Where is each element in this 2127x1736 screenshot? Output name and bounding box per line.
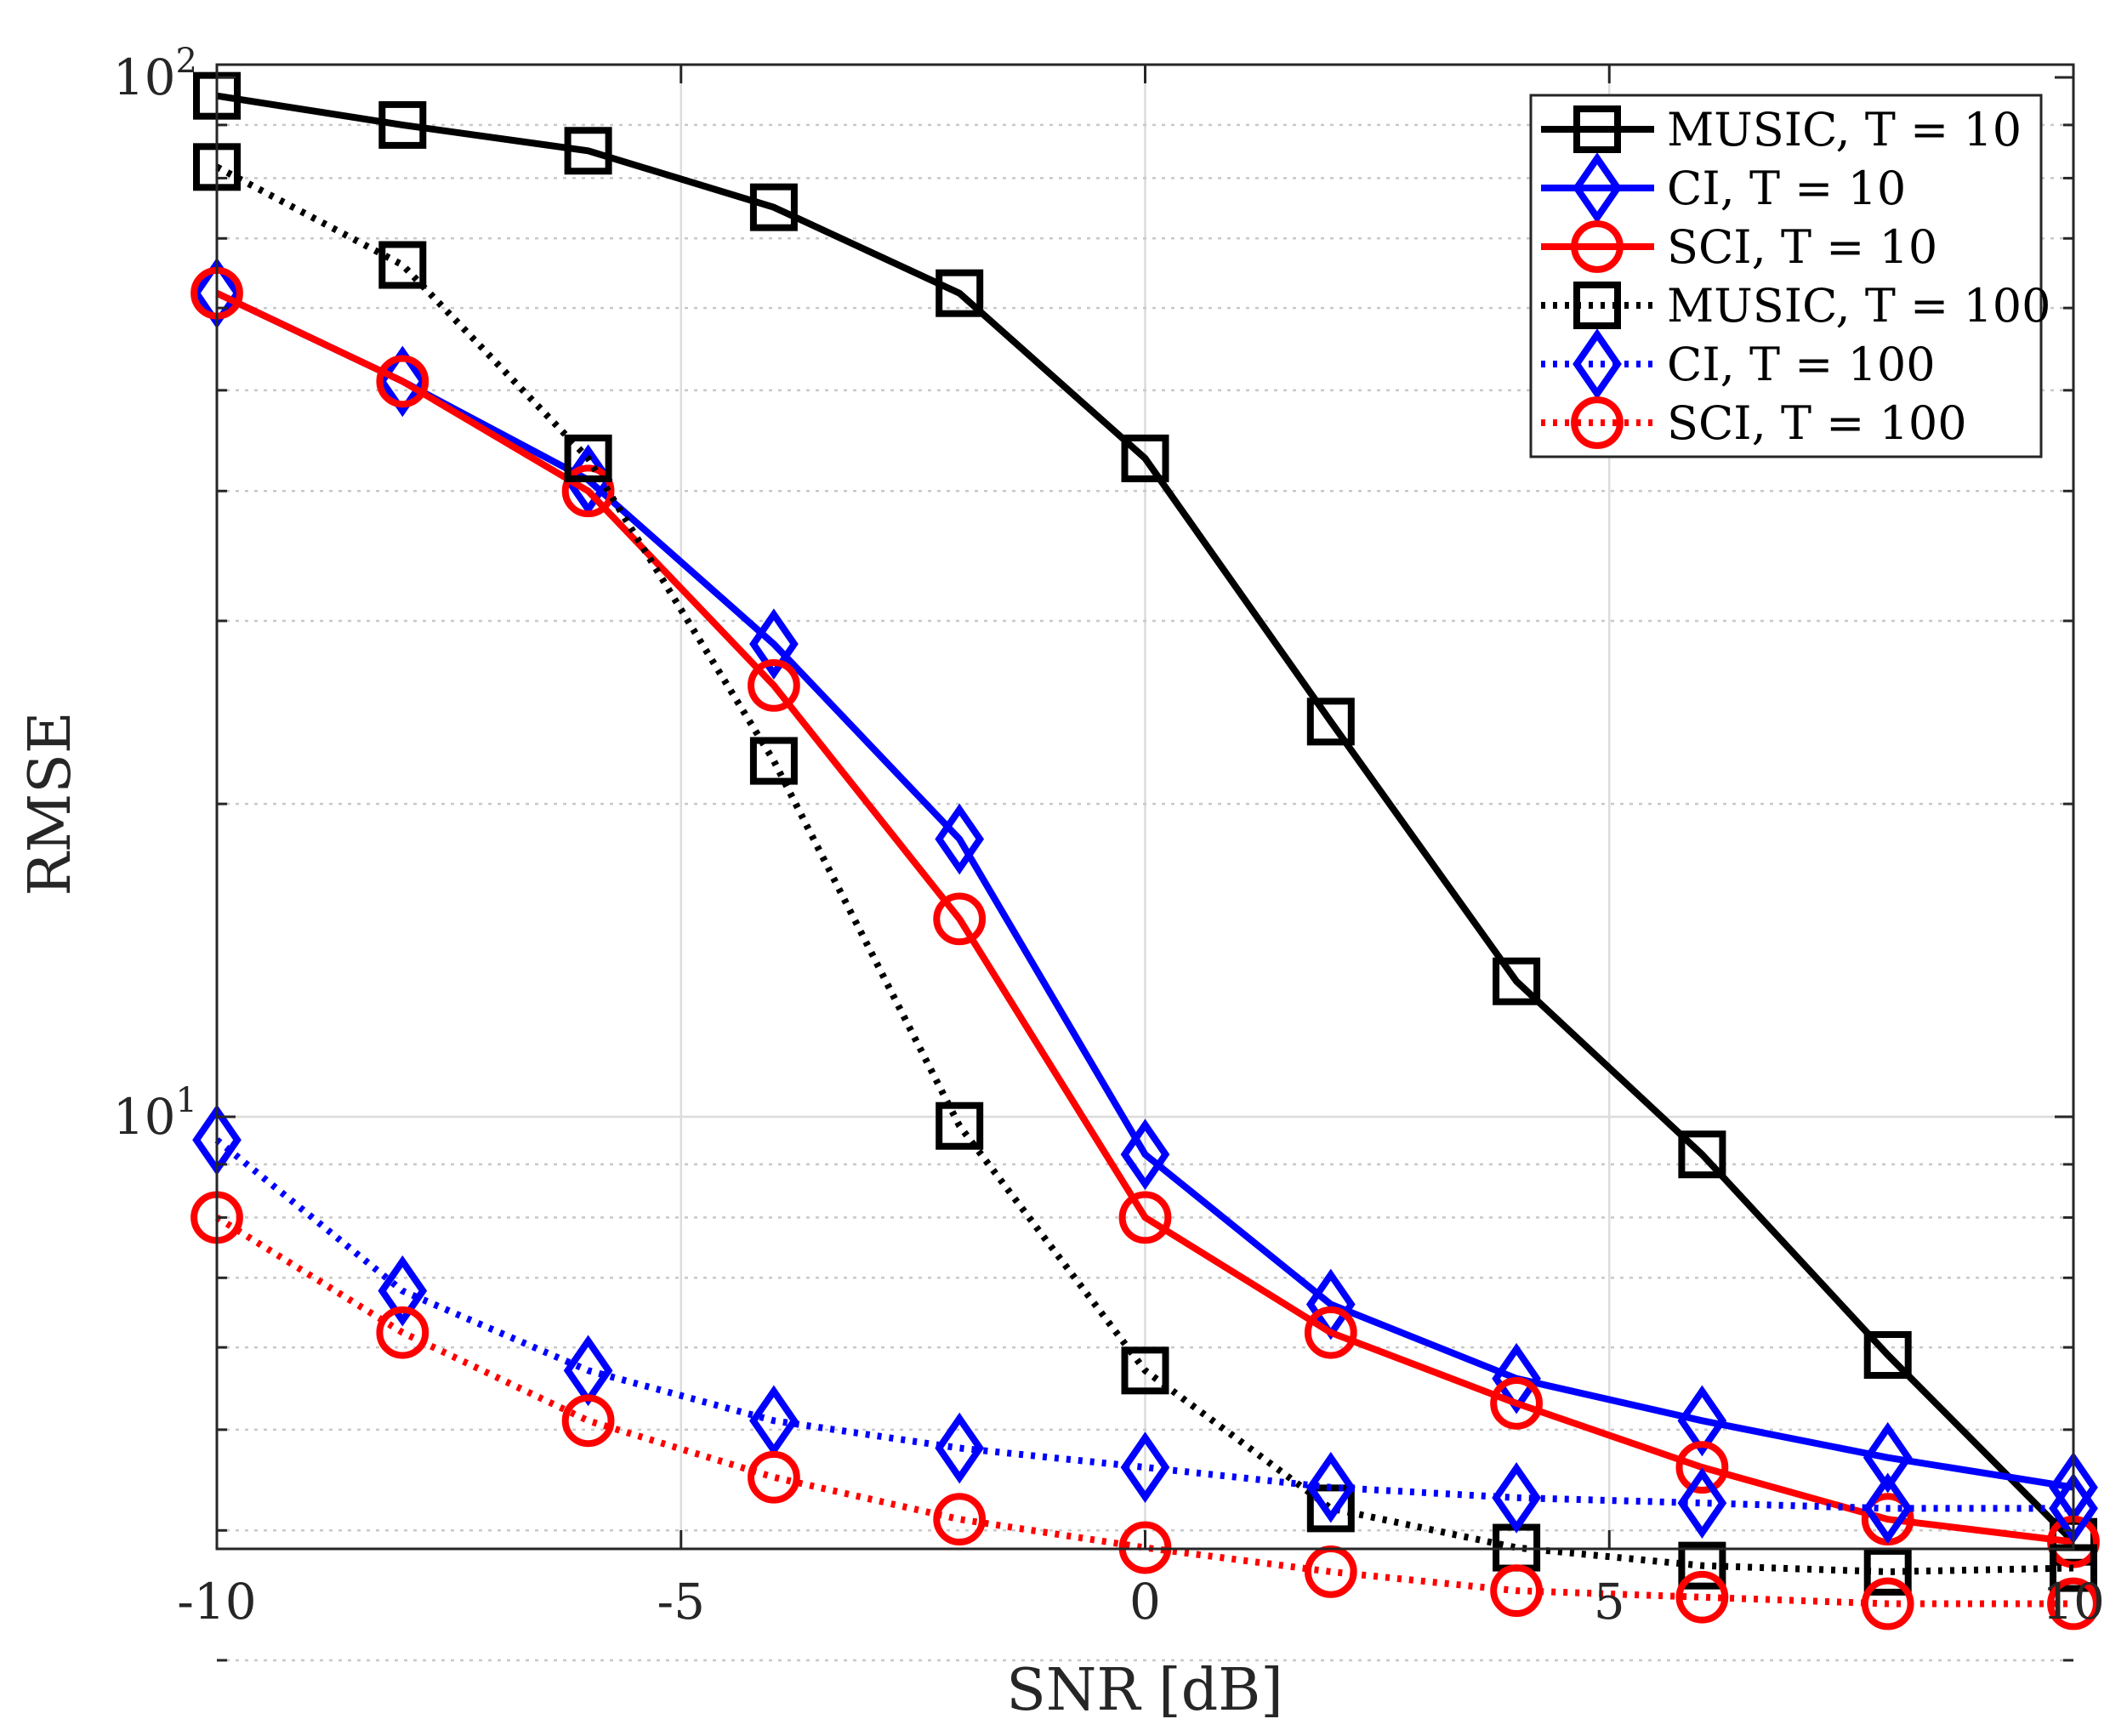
data-point-square (1493, 957, 1541, 1005)
data-point-diamond (935, 1412, 985, 1484)
data-point-square (1863, 1331, 1912, 1380)
data-point-diamond (749, 1385, 799, 1457)
series-line (215, 163, 2074, 1575)
plot-series (191, 71, 2100, 1631)
x-axis-label: SNR [dB] (1006, 1657, 1282, 1724)
legend-label: CI, T = 100 (1667, 338, 1936, 391)
data-point-circle (1571, 220, 1624, 273)
data-point-diamond (1863, 1421, 1913, 1494)
data-point-square (936, 269, 984, 317)
data-point-square (378, 100, 427, 149)
data-point-diamond (1677, 1385, 1727, 1457)
data-point-diamond (749, 608, 799, 680)
data-point-circle (561, 464, 615, 518)
y-axis-label: RMSE (17, 711, 84, 896)
data-point-circle (1490, 1377, 1543, 1430)
data-point-circle (1861, 1577, 1914, 1631)
data-point-diamond (1573, 152, 1622, 224)
axis-ticks (215, 65, 2075, 1662)
data-point-diamond (1492, 1462, 1541, 1534)
data-point-circle (1490, 1564, 1543, 1618)
data-point-square (749, 737, 798, 785)
data-point-square (564, 434, 612, 482)
x-tick-label: 0 (1129, 1573, 1161, 1631)
series-line (215, 290, 2074, 1491)
data-point-circle (376, 1306, 429, 1359)
legend-entry: SCI, T = 100 (1541, 396, 1967, 450)
data-point-diamond (1677, 1467, 1727, 1539)
y-tick-label: 102 (113, 42, 197, 106)
data-point-diamond (1305, 1451, 1356, 1523)
data-point-circle (1118, 1191, 1172, 1244)
data-point-circle (1675, 1441, 1729, 1494)
data-point-square (378, 241, 427, 289)
legend-entry: MUSIC, T = 10 (1541, 103, 2022, 157)
legend-entry: MUSIC, T = 100 (1541, 279, 2051, 333)
data-point-circle (1304, 1306, 1357, 1359)
series-line (215, 290, 2074, 1545)
x-tick-label: 10 (2042, 1573, 2105, 1631)
data-point-square (1573, 282, 1621, 329)
data-point-square (1678, 1130, 1726, 1179)
data-point-circle (933, 1493, 987, 1546)
data-point-diamond (1492, 1342, 1541, 1414)
data-point-square (1121, 1346, 1169, 1395)
series-ci-t-10 (192, 257, 2098, 1523)
legend-entry: CI, T = 100 (1541, 328, 1936, 400)
x-tick-label: -5 (657, 1573, 706, 1631)
data-point-square (1863, 1547, 1912, 1596)
data-point-circle (2047, 1577, 2100, 1631)
data-point-diamond (1863, 1472, 1913, 1545)
data-point-square (749, 183, 798, 231)
data-point-diamond (935, 803, 985, 875)
legend-label: MUSIC, T = 100 (1667, 279, 2051, 333)
data-point-circle (748, 1450, 800, 1504)
legend-box (1529, 94, 2043, 458)
data-point-circle (561, 1394, 615, 1448)
data-point-circle (1571, 396, 1624, 449)
y-tick-label: 101 (113, 1081, 197, 1146)
legend-entry: SCI, T = 10 (1541, 220, 1937, 274)
data-point-square (564, 127, 612, 175)
legend-label: MUSIC, T = 10 (1667, 103, 2022, 157)
x-tick-label: -10 (177, 1573, 256, 1631)
data-point-square (936, 1101, 984, 1150)
legend-label: SCI, T = 10 (1667, 220, 1937, 274)
tick-labels: -10 -5 0 5 10 102 101 (113, 42, 2105, 1631)
legend-label: CI, T = 10 (1667, 162, 1906, 215)
data-point-diamond (1120, 1118, 1170, 1191)
legend-label: SCI, T = 100 (1667, 396, 1967, 450)
data-point-square (1573, 105, 1621, 153)
data-point-square (1121, 434, 1169, 482)
data-point-circle (376, 355, 429, 408)
data-point-circle (748, 659, 800, 712)
data-point-circle (933, 892, 987, 946)
data-point-diamond (1120, 1431, 1170, 1503)
data-point-square (1678, 1541, 1726, 1590)
legend-entry: CI, T = 10 (1541, 152, 1906, 224)
series-line (216, 92, 2076, 1545)
data-point-diamond (1573, 328, 1622, 400)
data-point-square (1306, 697, 1355, 746)
data-point-circle (1675, 1570, 1729, 1624)
data-point-diamond (378, 1255, 428, 1327)
x-tick-label: 5 (1594, 1573, 1625, 1631)
